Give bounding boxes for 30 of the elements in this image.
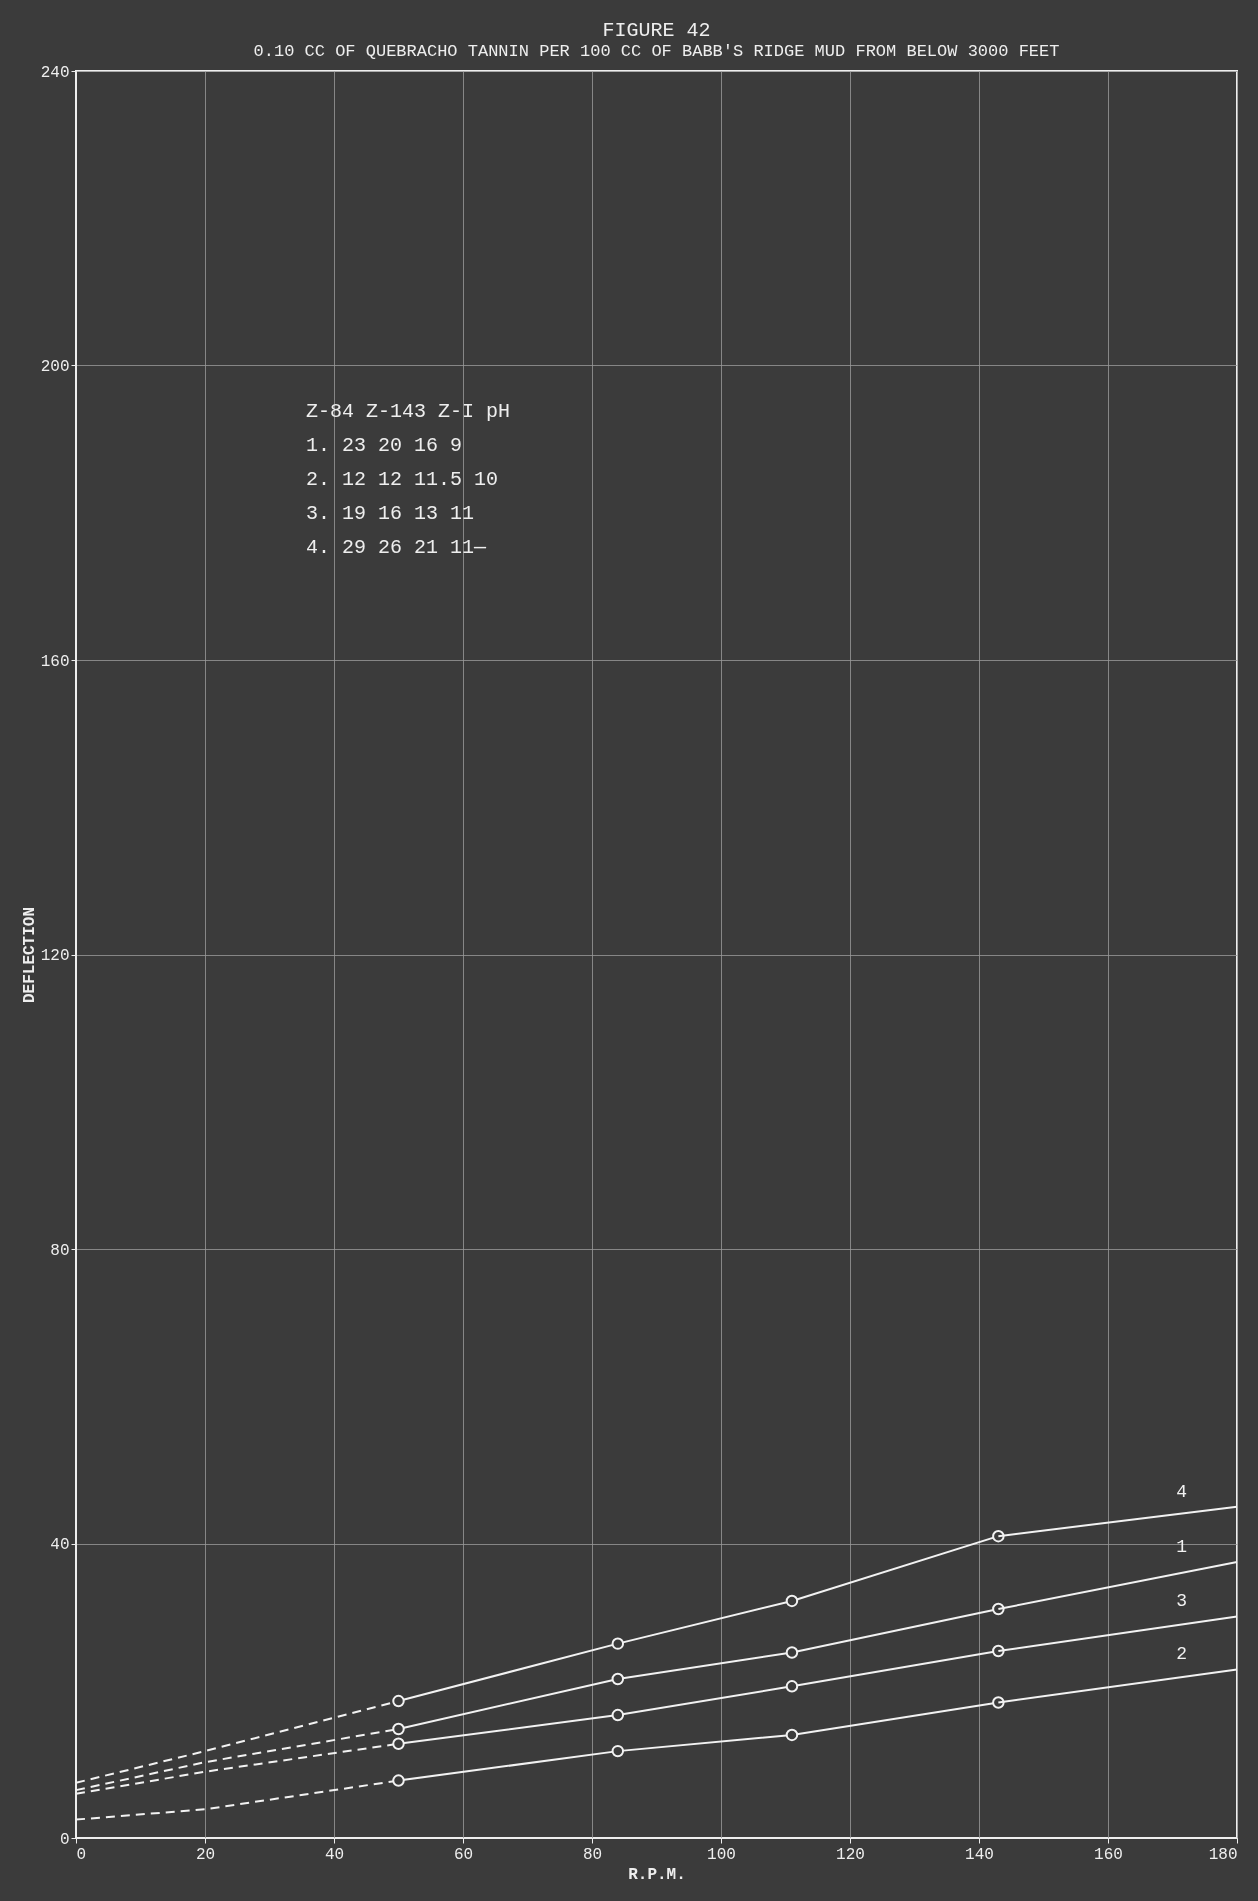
y-tick-label: 120 (40, 947, 70, 965)
x-tick-label: 120 (836, 1845, 865, 1864)
x-tick-label: 40 (324, 1845, 345, 1864)
series-label: 2 (1176, 1644, 1187, 1665)
x-tick-label: 60 (453, 1845, 474, 1864)
y-axis-title: DEFLECTION (20, 906, 39, 1004)
x-tick-label: 140 (965, 1845, 994, 1864)
y-tick-label: 0 (59, 1830, 70, 1849)
y-tick-label: 40 (50, 1536, 70, 1554)
y-tick-label: 160 (40, 652, 70, 671)
annotation: 2. 12 12 11.5 10 (306, 468, 499, 491)
x-tick-label: 80 (582, 1845, 603, 1864)
x-tick-label: 160 (1094, 1845, 1123, 1864)
annotation: Z-84 Z-143 Z-I pH (306, 400, 511, 423)
y-tick-label: 80 (50, 1241, 70, 1260)
y-tick-label: 200 (40, 358, 70, 376)
x-tick-label: 180 (1208, 1845, 1238, 1864)
x-tick-label: 20 (195, 1845, 216, 1864)
y-tick-label: 240 (40, 63, 70, 82)
chart-subtitle: 0.10 CC OF QUEBRACHO TANNIN PER 100 CC OF BABB'S RIDGE MUD FROM BELOW 3000 FEET (253, 42, 1060, 61)
annotation: 3. 19 16 13 11 (306, 502, 475, 525)
annotation: 4. 29 26 21 11— (306, 536, 488, 559)
series-label: 4 (1176, 1481, 1187, 1502)
x-tick-label: 100 (707, 1845, 736, 1864)
chart-title: FIGURE 42 (602, 19, 711, 42)
x-tick-label: 0 (76, 1845, 87, 1864)
series-label: 3 (1176, 1591, 1187, 1612)
series-label: 1 (1176, 1536, 1187, 1557)
x-axis-title: R.P.M. (628, 1865, 686, 1884)
annotation: 1. 23 20 16 9 (306, 434, 463, 457)
